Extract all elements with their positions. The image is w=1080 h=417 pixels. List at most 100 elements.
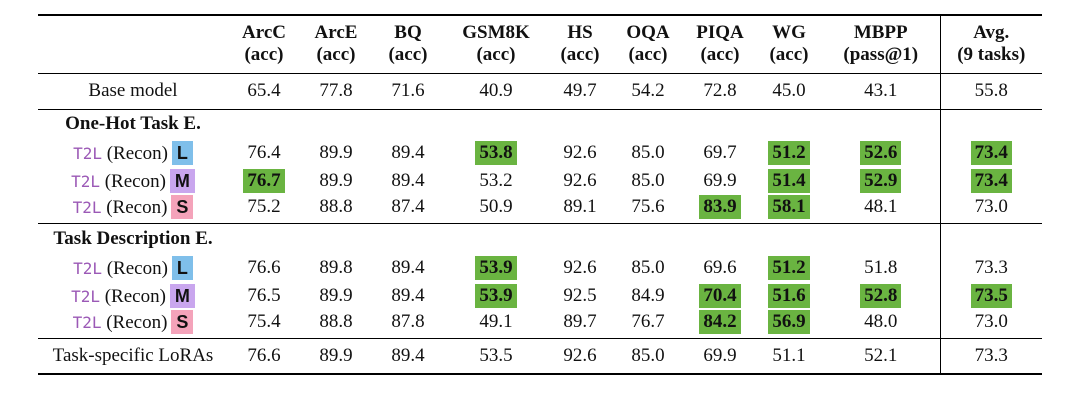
size-badge: L [171, 255, 193, 280]
col-metric: (9 tasks) [957, 44, 1026, 66]
value: 76.7 [631, 310, 665, 332]
best-value: 58.1 [768, 195, 810, 219]
value: 72.8 [703, 80, 737, 101]
value-cell: 89.4 [372, 139, 444, 167]
value-cell: 92.6 [548, 338, 612, 374]
empty-cell [444, 224, 548, 254]
value-cell: 89.9 [300, 338, 372, 374]
section-header-row: Task Description E. [38, 223, 1042, 254]
best-value: 53.9 [475, 255, 517, 280]
col-name: PIQA [696, 22, 744, 44]
best-value: 56.9 [768, 309, 810, 334]
model-prefix: T2L [72, 312, 102, 332]
value-cell: 53.2 [444, 167, 548, 195]
value: 92.6 [563, 256, 597, 278]
value-cell: 89.8 [300, 254, 372, 282]
best-value: 51.2 [768, 141, 810, 165]
table-row: T2L (Recon) M 76.5 89.9 89.4 53.9 92.5 84.9 70.4… [38, 281, 1042, 310]
value: 73.3 [974, 344, 1008, 366]
empty-cell [756, 109, 822, 139]
value-cell: 50.9 [444, 195, 548, 224]
value: 89.1 [563, 196, 597, 217]
col-header-avg: Avg. (9 tasks) [939, 15, 1042, 73]
value-cell: 85.0 [612, 254, 684, 282]
value-cell: 89.4 [372, 282, 444, 310]
value: 89.4 [391, 256, 425, 278]
value-cell: 85.0 [612, 338, 684, 374]
best-value: 73.4 [970, 169, 1012, 193]
value-cell: 84.2 [684, 309, 756, 339]
best-value: 53.9 [475, 283, 517, 308]
empty-cell [612, 109, 684, 139]
value: 89.9 [319, 142, 353, 163]
value-cell: 84.9 [612, 282, 684, 310]
value: 51.1 [772, 344, 806, 366]
empty-cell [372, 224, 444, 254]
value: 52.1 [864, 344, 898, 366]
section-header-row: One-Hot Task E. [38, 109, 1042, 139]
value: 76.5 [247, 284, 281, 306]
value: 89.4 [391, 344, 425, 366]
col-header: ArcC (acc) [228, 15, 300, 73]
value-cell: 40.9 [444, 73, 548, 110]
best-value: 73.4 [970, 141, 1012, 165]
value: 51.8 [864, 256, 898, 278]
value: 89.8 [319, 256, 353, 278]
col-header: ArcE (acc) [300, 15, 372, 73]
empty-cell [684, 224, 756, 254]
table-row: T2L (Recon) L 76.4 89.9 89.4 53.8 92.6 85.0 69.7… [38, 139, 1042, 167]
empty-cell [372, 109, 444, 139]
value-cell: 76.6 [228, 254, 300, 282]
value-cell: 87.8 [372, 309, 444, 339]
value: 75.4 [247, 310, 281, 332]
value-cell: 55.8 [939, 73, 1042, 110]
value-cell: 51.8 [822, 254, 940, 282]
value-cell: 73.5 [939, 281, 1042, 310]
value-cell: 83.9 [684, 195, 756, 224]
value-cell: 76.6 [228, 338, 300, 374]
value: 85.0 [631, 170, 665, 191]
value: 89.9 [319, 284, 353, 306]
value-cell: 75.6 [612, 195, 684, 224]
value: 69.9 [703, 170, 737, 191]
value: 73.0 [974, 310, 1008, 332]
row-label-text: (Recon) [106, 143, 168, 164]
value-cell: 58.1 [756, 195, 822, 224]
row-label: T2L (Recon) M [38, 167, 228, 195]
empty-cell [548, 224, 612, 254]
value-cell: 92.5 [548, 282, 612, 310]
value-cell: 89.4 [372, 167, 444, 195]
row-label: Base model [38, 73, 228, 110]
value-cell: 53.5 [444, 338, 548, 374]
col-name: GSM8K [462, 22, 530, 44]
best-value: 83.9 [699, 195, 741, 219]
value-cell: 88.8 [300, 309, 372, 339]
col-name: ArcC [242, 22, 286, 44]
value: 92.5 [563, 284, 597, 306]
row-label: T2L (Recon) L [38, 254, 228, 282]
value-cell: 51.6 [756, 282, 822, 310]
best-value: 52.8 [860, 283, 902, 308]
best-value: 84.2 [699, 309, 741, 334]
empty-cell [228, 109, 300, 139]
row-task-specific-loras: Task-specific LoRAs 76.6 89.9 89.4 53.5 92.6 8… [38, 338, 1042, 374]
col-metric: (acc) [476, 44, 516, 66]
best-value: 76.7 [243, 169, 285, 193]
value-cell: 89.4 [372, 254, 444, 282]
value: 75.2 [247, 196, 281, 217]
row-label-text: (Recon) [106, 257, 168, 279]
results-table: ArcC (acc) ArcE (acc) BQ (acc) GSM8K (acc) H… [38, 14, 1042, 375]
empty-cell [756, 224, 822, 254]
value-cell: 76.7 [228, 167, 300, 195]
value: 49.1 [479, 310, 513, 332]
row-label-text: (Recon) [106, 311, 168, 333]
col-header: GSM8K (acc) [444, 15, 548, 73]
value: 49.7 [563, 80, 597, 101]
empty-cell [228, 224, 300, 254]
value-cell: 76.7 [612, 309, 684, 339]
value-cell: 53.9 [444, 282, 548, 310]
row-label-text: Task-specific LoRAs [52, 344, 214, 366]
value: 69.7 [703, 142, 737, 163]
header-row: ArcC (acc) ArcE (acc) BQ (acc) GSM8K (acc) H… [38, 15, 1042, 73]
value-cell: 51.2 [756, 254, 822, 282]
